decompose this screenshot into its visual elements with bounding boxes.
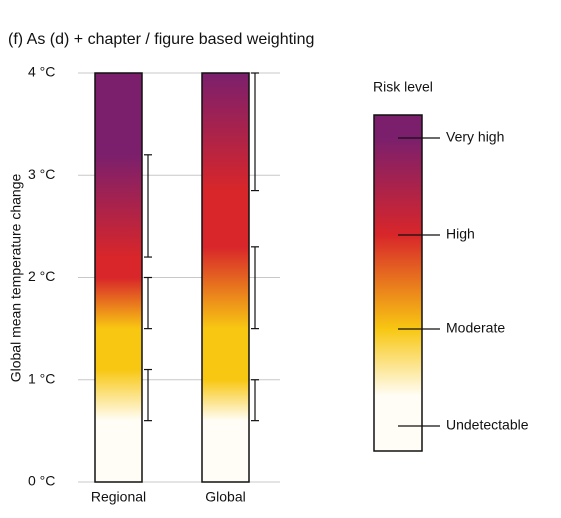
legend-label: Very high bbox=[446, 129, 504, 145]
y-tick-label: 2 °C bbox=[28, 268, 55, 284]
legend-label: Undetectable bbox=[446, 417, 529, 433]
y-tick-label: 4 °C bbox=[28, 64, 55, 80]
legend-ember bbox=[373, 114, 423, 452]
chart-title: (f) As (d) + chapter / figure based weig… bbox=[8, 31, 314, 48]
y-tick-label: 3 °C bbox=[28, 166, 55, 182]
transition-range bbox=[251, 72, 259, 192]
y-axis-label: Global mean temperature change bbox=[8, 174, 24, 383]
legend-label: Moderate bbox=[446, 320, 505, 336]
transition-range bbox=[144, 154, 152, 258]
x-tick-label: Global bbox=[205, 489, 245, 505]
transition-range bbox=[144, 276, 152, 330]
legend-title: Risk level bbox=[373, 79, 433, 95]
y-tick-label: 1 °C bbox=[28, 370, 55, 386]
ember bbox=[94, 72, 143, 483]
y-tick-label: 0 °C bbox=[28, 473, 55, 489]
ember bbox=[201, 72, 250, 483]
transition-range bbox=[251, 246, 259, 330]
transition-range bbox=[251, 379, 259, 422]
transition-range bbox=[144, 368, 152, 422]
x-tick-label: Regional bbox=[91, 489, 146, 505]
legend-label: High bbox=[446, 226, 475, 242]
